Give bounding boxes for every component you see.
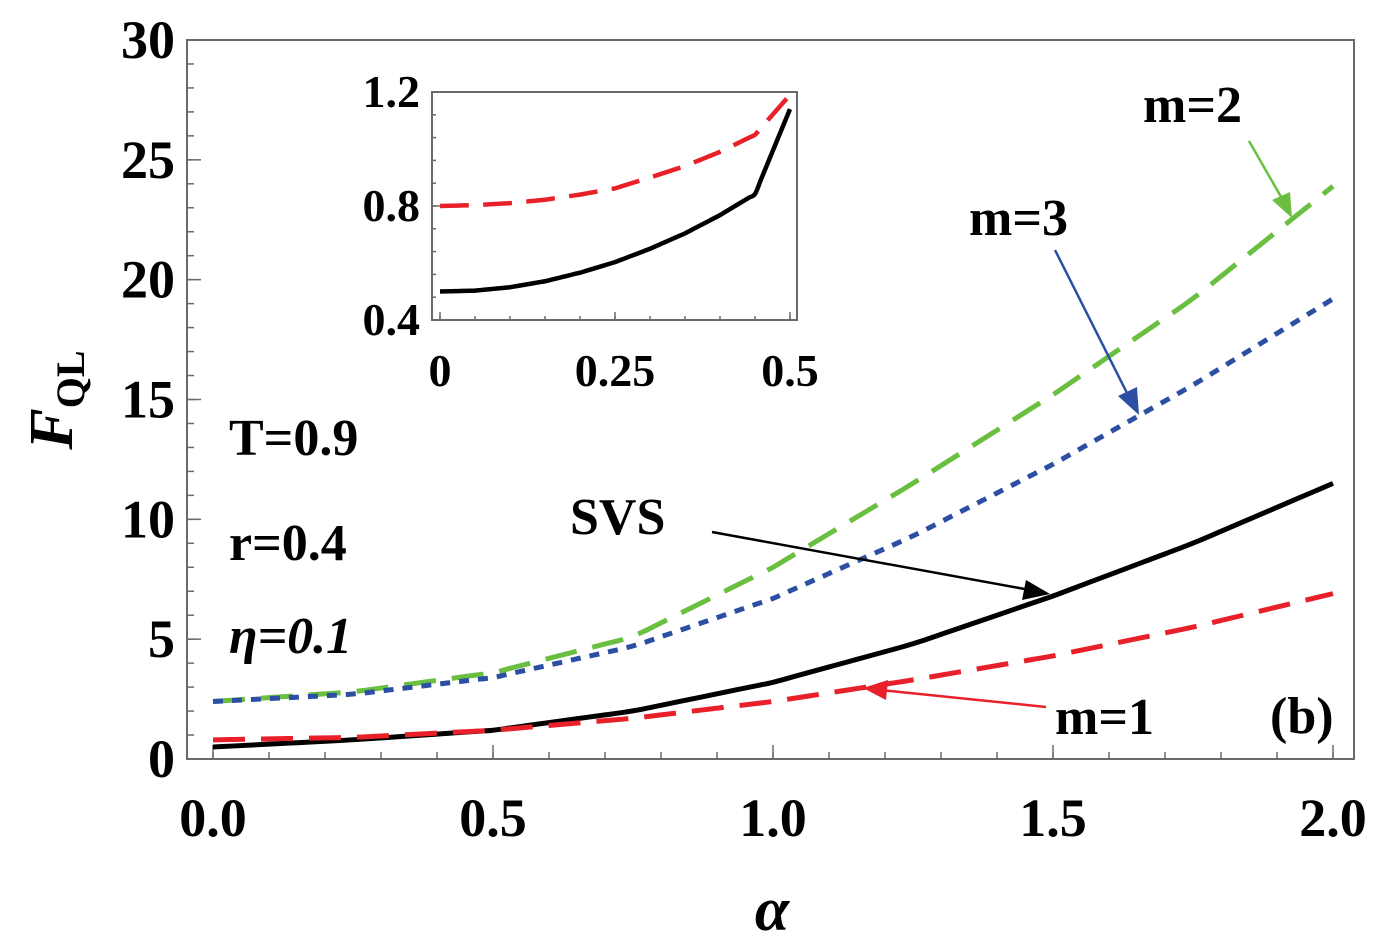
panel-label: (b) — [1270, 688, 1334, 745]
x-tick-label: 0.0 — [179, 788, 247, 848]
series-line-svs — [212, 481, 1334, 750]
series-line-m2 — [212, 184, 1335, 704]
main-tick-labels: 0.0 0.5 1.0 1.5 2.0 0 5 10 15 20 25 30 — [121, 10, 1367, 848]
x-axis-title: α — [755, 876, 791, 944]
y-axis-title-subscript: QL — [48, 350, 93, 408]
inset-series — [439, 93, 793, 294]
y-tick-label: 0.4 — [363, 294, 421, 345]
series-line-svs — [439, 108, 793, 294]
param-eta: η=0.1 — [229, 608, 352, 665]
y-tick-label: 10 — [121, 489, 175, 549]
x-tick-label: 0.5 — [761, 345, 819, 396]
series-line-m1 — [212, 591, 1334, 743]
y-tick-label: 1.2 — [363, 66, 421, 117]
series-label-svs: SVS — [570, 489, 665, 546]
x-tick-label: 0.25 — [575, 345, 656, 396]
y-axis-title-main: F — [18, 408, 86, 450]
main-plot-frame — [186, 39, 1355, 760]
y-tick-label: 0 — [148, 729, 175, 789]
x-tick-label: 0 — [429, 345, 452, 396]
inset-plot: 0 0.25 0.5 0.4 0.8 1.2 — [363, 66, 819, 396]
y-tick-label: 0.8 — [363, 180, 421, 231]
x-tick-label: 1.0 — [739, 788, 807, 848]
series-label-m3: m=3 — [969, 190, 1068, 247]
param-r: r=0.4 — [229, 515, 347, 572]
series-line-m3 — [212, 296, 1335, 704]
x-tick-label: 2.0 — [1299, 788, 1367, 848]
series-label-m2: m=2 — [1143, 77, 1242, 134]
y-axis-title: FQL — [18, 350, 93, 450]
param-T: T=0.9 — [229, 410, 358, 467]
x-tick-label: 0.5 — [459, 788, 527, 848]
inset-frame — [431, 91, 798, 321]
label-m3: m=3 — [969, 190, 1139, 415]
y-tick-label: 15 — [121, 370, 175, 430]
main-series — [212, 184, 1335, 750]
label-m1: m=1 — [863, 680, 1154, 746]
label-svs: SVS — [570, 489, 1050, 600]
y-tick-label: 5 — [148, 609, 175, 669]
main-ticks — [187, 39, 1334, 760]
y-tick-label: 25 — [121, 130, 175, 190]
y-tick-label: 30 — [121, 10, 175, 70]
series-label-m1: m=1 — [1055, 689, 1154, 746]
x-tick-label: 1.5 — [1019, 788, 1087, 848]
series-line-m1 — [439, 93, 792, 209]
label-m2: m=2 — [1143, 77, 1292, 218]
inset-tick-labels: 0 0.25 0.5 0.4 0.8 1.2 — [363, 66, 819, 396]
svg-text:FQL: FQL — [18, 350, 93, 450]
y-tick-label: 20 — [121, 250, 175, 310]
